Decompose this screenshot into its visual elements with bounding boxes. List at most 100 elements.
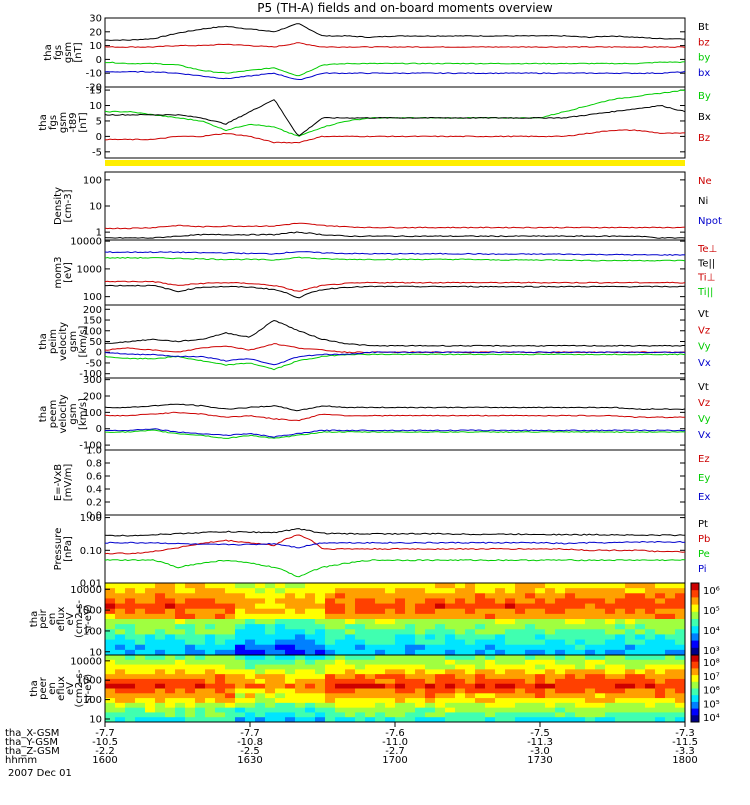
spectrogram-cell	[645, 693, 656, 699]
spectrogram-cell	[375, 608, 386, 615]
spectrogram-cell	[485, 702, 496, 709]
spectrogram-cell	[115, 674, 126, 680]
colorbar-segment	[691, 661, 699, 669]
spectrogram-cell	[375, 678, 386, 685]
spectrogram-cell	[225, 598, 236, 605]
spectrogram-cell	[395, 624, 406, 630]
spectrogram-cell	[325, 629, 336, 635]
spectrogram-cell	[365, 683, 376, 689]
spectrogram-cell	[315, 613, 326, 620]
series-vt-line	[104, 403, 686, 412]
spectrogram-cell	[225, 659, 236, 666]
spectrogram-cell	[125, 669, 136, 675]
spectrogram-cell	[375, 698, 386, 704]
spectrogram-cell	[215, 624, 226, 630]
spectrogram-cell	[665, 702, 676, 709]
spectrogram-cell	[665, 603, 676, 610]
spectrogram-cell	[245, 593, 256, 599]
spectrogram-cell	[205, 639, 216, 646]
spectrogram-cell	[315, 644, 326, 651]
spectrogram-cell	[635, 608, 646, 615]
spectrogram-cell	[105, 588, 116, 594]
spectrogram-cell	[295, 619, 306, 625]
legend-entry: Te||	[697, 258, 715, 269]
spectrogram-cell	[505, 639, 516, 646]
spectrogram-cell	[515, 629, 526, 635]
y-tick-label: 10	[89, 202, 102, 213]
spectrogram-cell	[625, 693, 636, 699]
y-tick-label: 1.00	[80, 513, 102, 524]
spectrogram-cell	[475, 678, 486, 685]
spectrogram-cell	[165, 603, 176, 610]
spectrogram-cell	[155, 683, 166, 689]
spectrogram-cell	[645, 598, 656, 605]
spectrogram-cell	[455, 693, 466, 699]
spectrogram-cell	[135, 664, 146, 670]
spectrogram-cell	[225, 655, 236, 661]
colorbar-segment	[691, 619, 699, 627]
spectrogram-cell	[345, 593, 356, 599]
spectrogram-cell	[285, 674, 296, 680]
spectrogram-cell	[135, 624, 146, 630]
spectrogram-cell	[535, 588, 546, 594]
spectrogram-cell	[245, 644, 256, 651]
spectrogram-cell	[145, 678, 156, 685]
spectrogram-cell	[615, 649, 626, 656]
spectrogram-cell	[285, 603, 296, 610]
spectrogram-cell	[505, 619, 516, 625]
spectrogram-cell	[595, 583, 606, 589]
spectrogram-cell	[495, 644, 506, 651]
spectrogram-cell	[575, 644, 586, 651]
spectrogram-cell	[475, 608, 486, 615]
spectrogram-cell	[575, 717, 586, 723]
spectrogram-cell	[365, 664, 376, 670]
spectrogram-cell	[325, 659, 336, 666]
spectrogram-cell	[205, 603, 216, 610]
spectrogram-cell	[225, 588, 236, 594]
spectrogram-cell	[495, 619, 506, 625]
spectrogram-cell	[275, 634, 286, 641]
y-tick-label: 1000	[77, 676, 102, 687]
spectrogram-cell	[335, 598, 346, 605]
y-axis-label: Pressure [nPa]	[53, 528, 74, 571]
spectrogram-cell	[675, 678, 686, 685]
y-label-line: tha	[43, 44, 54, 60]
spectrogram-cell	[365, 588, 376, 594]
spectrogram-cell	[555, 683, 566, 689]
y-tick-label: -50	[86, 358, 102, 369]
spectrogram-cell	[465, 669, 476, 675]
spectrogram-cell	[125, 624, 136, 630]
spectrogram-cell	[645, 608, 656, 615]
spectrogram-cell	[405, 717, 416, 723]
panel-frame	[104, 449, 686, 516]
spectrogram-cell	[615, 688, 626, 694]
spectrogram-cell	[305, 688, 316, 694]
spectrogram-cell	[465, 588, 476, 594]
spectrogram-cell	[605, 702, 616, 709]
spectrogram-cell	[595, 712, 606, 718]
spectrogram-cell	[165, 639, 176, 646]
spectrogram-cell	[605, 678, 616, 685]
y-label-line: gsm	[68, 331, 79, 352]
spectrogram-cell	[225, 674, 236, 680]
spectrogram-cell	[345, 707, 356, 713]
spectrogram-cell	[395, 693, 406, 699]
spectrogram-cell	[445, 649, 456, 656]
spectrogram-cell	[195, 634, 206, 641]
spectrogram-cell	[395, 639, 406, 646]
spectrogram-cell	[465, 717, 476, 723]
spectrogram-cell	[465, 593, 476, 599]
series-te-line	[104, 280, 686, 292]
spectrogram-cell	[315, 688, 326, 694]
spectrogram-cell	[645, 674, 656, 680]
spectrogram-cell	[155, 707, 166, 713]
spectrogram-cell	[345, 655, 356, 661]
spectrogram-cell	[345, 598, 356, 605]
spectrogram-cell	[535, 688, 546, 694]
spectrogram-cell	[115, 639, 126, 646]
spectrogram-cell	[625, 593, 636, 599]
legend-entry: Pt	[698, 519, 708, 530]
spectrogram-cell	[125, 712, 136, 718]
spectrogram-cell	[225, 593, 236, 599]
